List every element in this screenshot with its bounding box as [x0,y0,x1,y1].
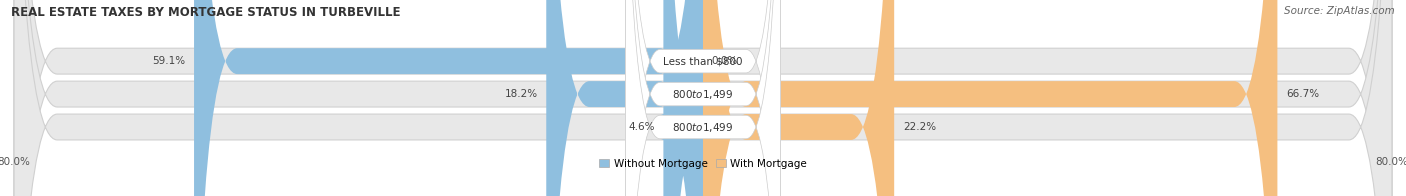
Text: 59.1%: 59.1% [152,56,186,66]
FancyBboxPatch shape [626,0,780,196]
FancyBboxPatch shape [547,0,703,196]
Text: 22.2%: 22.2% [903,122,936,132]
Text: 18.2%: 18.2% [505,89,537,99]
FancyBboxPatch shape [703,0,894,196]
FancyBboxPatch shape [194,0,703,196]
FancyBboxPatch shape [14,0,1392,196]
FancyBboxPatch shape [703,0,1278,196]
Text: REAL ESTATE TAXES BY MORTGAGE STATUS IN TURBEVILLE: REAL ESTATE TAXES BY MORTGAGE STATUS IN … [11,6,401,19]
Text: 0.0%: 0.0% [711,56,738,66]
FancyBboxPatch shape [626,0,780,196]
FancyBboxPatch shape [14,0,1392,196]
Text: Source: ZipAtlas.com: Source: ZipAtlas.com [1284,6,1395,16]
Legend: Without Mortgage, With Mortgage: Without Mortgage, With Mortgage [599,159,807,169]
Text: $800 to $1,499: $800 to $1,499 [672,121,734,133]
Text: 66.7%: 66.7% [1286,89,1319,99]
Text: 4.6%: 4.6% [628,122,655,132]
FancyBboxPatch shape [659,0,706,196]
Text: $800 to $1,499: $800 to $1,499 [672,88,734,101]
FancyBboxPatch shape [14,0,1392,196]
Text: Less than $800: Less than $800 [664,56,742,66]
FancyBboxPatch shape [626,0,780,196]
